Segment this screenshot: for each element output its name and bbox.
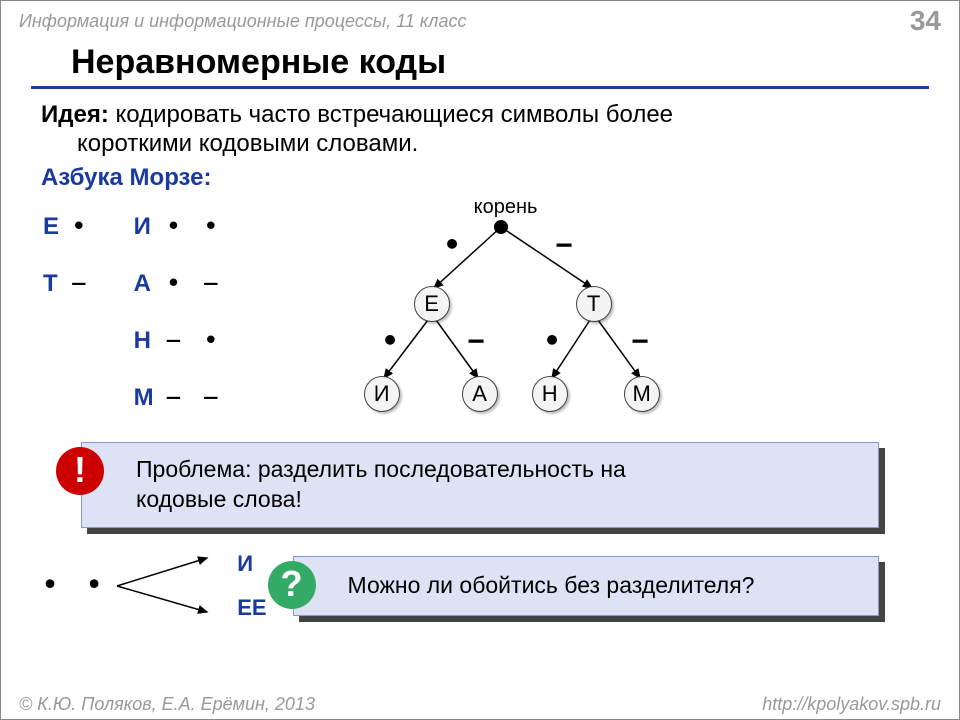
tree-node-E: Е xyxy=(414,286,450,322)
tree-node-N: Н xyxy=(532,376,568,412)
callout-box: ? Можно ли обойтись без разделителя? xyxy=(293,556,879,616)
tree-node-A: А xyxy=(462,376,498,412)
example-opt-2: ЕЕ xyxy=(237,586,266,630)
tree-edge-label: − xyxy=(632,324,649,357)
tree-edge-label: • xyxy=(382,324,399,357)
page-number: 34 xyxy=(910,5,941,37)
idea-text-1: кодировать часто встречающиеся символы б… xyxy=(109,101,673,128)
example-row: • • И ЕЕ ? Можно ли обойтись без раздели… xyxy=(1,542,959,630)
header: Информация и информационные процессы, 11… xyxy=(1,1,959,37)
example-options: И ЕЕ xyxy=(237,542,266,630)
code-letter xyxy=(43,371,69,426)
code-morse: • xyxy=(71,200,100,255)
tree-node-M: М xyxy=(624,376,660,412)
tree-root-label: корень xyxy=(474,196,538,219)
morse-tree: корень •−•−•−ЕТИАНМ xyxy=(294,198,714,428)
code-morse: − − xyxy=(166,371,232,426)
question-text: Можно ли обойтись без разделителя? xyxy=(348,572,755,598)
tree-node-I: И xyxy=(364,376,400,412)
code-morse xyxy=(71,371,100,426)
tree-edge-label: • xyxy=(544,324,561,357)
example-dots: • • xyxy=(41,568,107,603)
question-icon: ? xyxy=(268,561,316,609)
code-letter: Е xyxy=(43,200,69,255)
example-opt-1: И xyxy=(237,542,266,586)
idea-line: Идея: кодировать часто встречающиеся сим… xyxy=(1,99,959,130)
tree-node-T: Т xyxy=(576,286,612,322)
question-callout: ? Можно ли обойтись без разделителя? xyxy=(293,556,879,616)
problem-text-1: Проблема: разделить последовательность н… xyxy=(136,456,626,482)
idea-text-2: короткими кодовыми словами. xyxy=(1,130,959,158)
code-letter xyxy=(43,314,69,369)
tree-edge-label: − xyxy=(556,228,573,261)
page-title: Неравномерные коды xyxy=(31,37,929,89)
exclamation-icon: ! xyxy=(56,447,104,495)
code-letter: И xyxy=(134,200,164,255)
code-morse: • − xyxy=(166,257,232,312)
code-letter: А xyxy=(134,257,164,312)
code-letter: Н xyxy=(134,314,164,369)
course-label: Информация и информационные процессы, 11… xyxy=(19,11,466,32)
footer-url: http://kpolyakov.spb.ru xyxy=(762,694,941,715)
code-morse: − • xyxy=(166,314,232,369)
callout-box: ! Проблема: разделить последовательность… xyxy=(81,442,879,528)
code-letter: Т xyxy=(43,257,69,312)
code-letter: М xyxy=(134,371,164,426)
codes-table: Е• И• • Т−А• −Н− •М− − xyxy=(41,198,234,428)
code-morse xyxy=(71,314,100,369)
footer: © К.Ю. Поляков, Е.А. Ерёмин, 2013 http:/… xyxy=(1,694,959,715)
code-morse: • • xyxy=(166,200,232,255)
footer-copyright: © К.Ю. Поляков, Е.А. Ерёмин, 2013 xyxy=(19,694,315,715)
problem-callout: ! Проблема: разделить последовательность… xyxy=(81,442,879,528)
tree-root-node xyxy=(494,220,508,234)
code-morse: − xyxy=(71,257,100,312)
example-arrows xyxy=(107,546,237,626)
tree-edge-label: • xyxy=(444,228,461,261)
problem-text-2: кодовые слова! xyxy=(136,486,302,512)
tree-edge-label: − xyxy=(468,324,485,357)
content-row: Е•И• •Т−А• −Н− •М− − корень •−•−•−ЕТИАНМ xyxy=(1,198,959,428)
morse-heading: Азбука Морзе: xyxy=(1,158,959,198)
idea-label: Идея: xyxy=(41,101,109,128)
